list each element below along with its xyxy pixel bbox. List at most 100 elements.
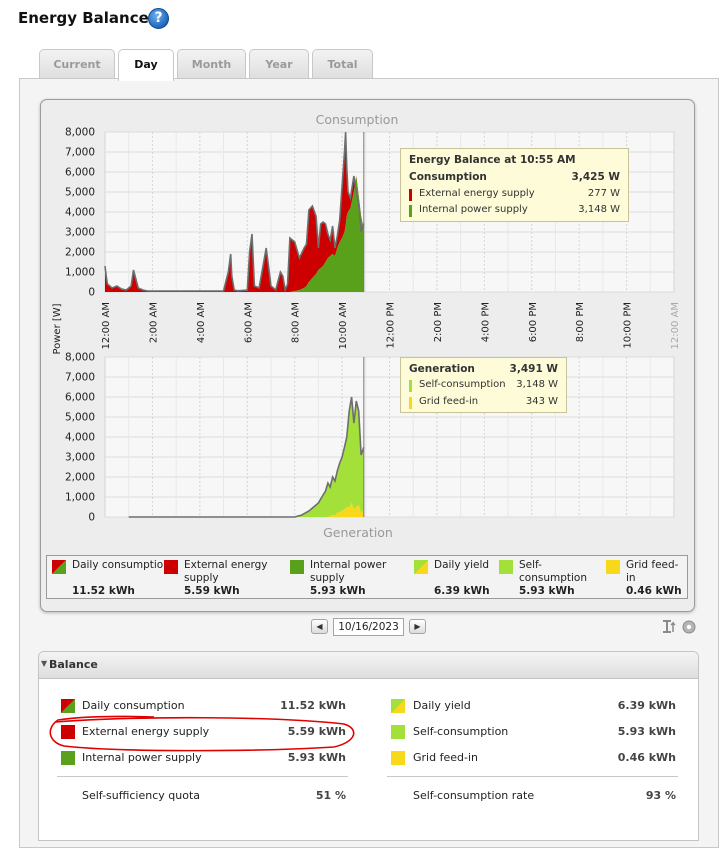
balance-daily-yield-value: 6.39 kWh: [617, 699, 676, 712]
tooltip-generation-value: 3,491 W: [509, 363, 558, 375]
tab-total[interactable]: Total: [312, 49, 373, 79]
tab-month[interactable]: Month: [177, 49, 246, 79]
divider: [57, 776, 348, 777]
balance-internal-supply-label: Internal power supply: [82, 751, 202, 764]
consumption-chart-title: Consumption: [316, 112, 399, 127]
generation-y-tick-label: 7,000: [65, 372, 95, 384]
tooltip-external-value: 277 W: [587, 188, 620, 199]
legend-daily-consumption[interactable]: Daily consumption 11.52 kWh: [52, 556, 170, 598]
generation-y-tick-label: 6,000: [65, 392, 95, 404]
x-tick-label: 2:00 AM: [148, 302, 159, 343]
self-sufficiency-quota-value: 51 %: [315, 789, 346, 802]
balance-daily-consumption-label: Daily consumption: [82, 699, 185, 712]
balance-daily-consumption-value: 11.52 kWh: [280, 699, 346, 712]
generation-y-tick-label: 0: [88, 512, 95, 524]
self-consumption-rate-value: 93 %: [645, 789, 676, 802]
tooltip-feed-value: 343 W: [525, 396, 558, 407]
yellow-square-icon: [391, 751, 405, 765]
legend-external-supply[interactable]: External energy supply 5.59 kWh: [164, 556, 274, 598]
internal-supply-swatch: [409, 205, 412, 217]
generation-y-tick-label: 3,000: [65, 452, 95, 464]
balance-external-supply-value: 5.59 kWh: [287, 725, 346, 738]
help-icon[interactable]: ?: [148, 8, 169, 29]
balance-title: Balance: [49, 658, 98, 671]
split-red-green-icon: [61, 699, 75, 713]
external-supply-area: [105, 132, 364, 292]
consumption-y-tick-label: 7,000: [65, 147, 95, 159]
generation-chart-title: Generation: [323, 525, 393, 540]
balance-external-supply-label: External energy supply: [82, 725, 210, 738]
x-tick-label: 8:00 PM: [575, 302, 586, 342]
divider: [387, 776, 678, 777]
highlight-annotation: [49, 715, 355, 752]
energy-chart: Consumption Generation Power [W] 0 1,000 2…: [52, 112, 681, 540]
tooltip-consumption-value: 3,425 W: [571, 171, 620, 183]
self-consumption-rate-label: Self-consumption rate: [413, 789, 535, 802]
external-supply-swatch: [409, 189, 412, 201]
tooltip-consumption-label: Consumption: [409, 171, 487, 183]
balance-self-consumption-label: Self-consumption: [413, 725, 509, 738]
generation-y-tick-label: 8,000: [65, 352, 95, 364]
legend-internal-supply[interactable]: Internal power supply 5.93 kWh: [290, 556, 400, 598]
legend-self-consumption[interactable]: Self-consumption 5.93 kWh: [499, 556, 609, 598]
x-tick-label: 12:00 PM: [386, 302, 397, 349]
collapse-arrow-icon[interactable]: ▼: [41, 659, 48, 668]
generation-plot: 0 1,000 2,000 3,000 4,000 5,000 6,000 7,000 8,00…: [65, 352, 675, 524]
tab-current[interactable]: Current: [39, 49, 115, 79]
chart-legend: Daily consumption 11.52 kWh External ene…: [46, 555, 688, 599]
self-consumption-area: [128, 397, 364, 517]
x-tick-label: 8:00 AM: [291, 302, 302, 343]
tooltip-title: Energy Balance at 10:55 AM: [409, 154, 576, 166]
triangle-left-icon: ◀: [316, 622, 323, 631]
tooltip-self-value: 3,148 W: [516, 379, 558, 390]
generation-y-tick-label: 2,000: [65, 472, 95, 484]
x-tick-label: 10:00 AM: [338, 302, 349, 349]
balance-internal-supply-value: 5.93 kWh: [287, 751, 346, 764]
balance-header[interactable]: [39, 652, 698, 679]
split-red-green-icon: [52, 560, 66, 574]
legend-grid-feed-in[interactable]: Grid feed-in 0.46 kWh: [606, 556, 688, 598]
settings-gear-icon[interactable]: [682, 620, 696, 634]
green-square-icon: [290, 560, 304, 574]
split-lime-yellow-icon: [391, 699, 405, 713]
next-day-button[interactable]: ▶: [409, 619, 426, 634]
previous-day-button[interactable]: ◀: [311, 619, 328, 634]
red-square-icon: [61, 725, 75, 739]
consumption-tooltip: Energy Balance at 10:55 AM Consumption 3…: [400, 148, 629, 222]
yellow-square-icon: [606, 560, 620, 574]
grid-feed-in-area: [128, 503, 364, 517]
tooltip-feed-label: Grid feed-in: [419, 396, 479, 407]
chart-tools: [663, 620, 696, 634]
tab-year[interactable]: Year: [249, 49, 309, 79]
consumption-y-tick-label: 4,000: [65, 207, 95, 219]
tooltip-external-label: External energy supply: [419, 188, 535, 199]
generation-y-tick-label: 5,000: [65, 412, 95, 424]
balance-grid-feed-in-label: Grid feed-in: [413, 751, 478, 764]
consumption-y-tick-label: 0: [88, 287, 95, 299]
internal-supply-area: [105, 176, 364, 292]
consumption-y-tick-label: 5,000: [65, 187, 95, 199]
tooltip-self-label: Self-consumption: [419, 379, 506, 390]
consumption-y-tick-label: 3,000: [65, 227, 95, 239]
date-field[interactable]: 10/16/2023: [333, 618, 404, 636]
self-consumption-swatch: [409, 380, 412, 392]
grid-feed-in-swatch: [409, 397, 412, 409]
red-square-icon: [164, 560, 178, 574]
generation-y-tick-label: 1,000: [65, 492, 95, 504]
legend-daily-yield[interactable]: Daily yield 6.39 kWh: [414, 556, 524, 598]
triangle-right-icon: ▶: [414, 622, 421, 631]
page-title: Energy Balance: [18, 9, 149, 27]
lime-square-icon: [499, 560, 513, 574]
green-square-icon: [61, 751, 75, 765]
x-axis-ticks: 12:00 AM 2:00 AM 4:00 AM 6:00 AM 8:00 AM 10:0…: [101, 302, 681, 349]
tooltip-internal-label: Internal power supply: [419, 204, 528, 215]
balance-daily-yield-label: Daily yield: [413, 699, 471, 712]
balance-grid-feed-in-value: 0.46 kWh: [617, 751, 676, 764]
x-tick-label: 2:00 PM: [433, 302, 444, 342]
consumption-y-tick-label: 1,000: [65, 267, 95, 279]
x-tick-label: 10:00 PM: [623, 302, 634, 349]
balance-self-consumption-value: 5.93 kWh: [617, 725, 676, 738]
tab-day[interactable]: Day: [118, 49, 174, 81]
split-lime-yellow-icon: [414, 560, 428, 574]
export-icon[interactable]: [663, 620, 676, 633]
